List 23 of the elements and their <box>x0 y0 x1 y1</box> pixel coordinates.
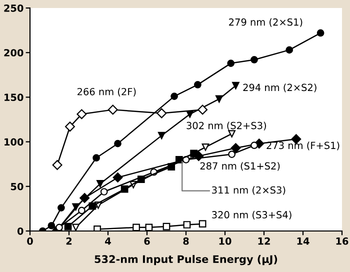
series-label: 320 nm (S3+S4) <box>212 210 292 220</box>
y-tick-label: 200 <box>4 49 24 56</box>
x-axis-title: 532-nm Input Pulse Energy (μJ) <box>94 254 278 266</box>
y-tick-label: 0 <box>17 227 24 235</box>
series-label: 294 nm (2×S2) <box>243 84 316 92</box>
y-tick-label: 150 <box>4 94 24 102</box>
x-tick-label: 0 <box>27 237 33 245</box>
text: 311 nm (2×S3) <box>212 186 286 195</box>
series-label: 279 nm (2×S1) <box>229 18 302 27</box>
series-label: 266 nm (2F) <box>78 88 136 96</box>
x-tick-label: 12 <box>258 237 270 245</box>
x-tick-label: 6 <box>144 237 150 245</box>
x-tick-label: 14 <box>297 238 310 245</box>
y-tick-label: 50 <box>10 182 24 190</box>
y-tick-label: 100 <box>4 138 24 146</box>
series-label: 302 nm (S2+S3) <box>186 122 266 130</box>
x-tick-label: 2 <box>66 237 72 245</box>
x-tick-label: 4 <box>105 238 111 245</box>
x-tick-label: 16 <box>336 237 348 245</box>
y-tick-label: 250 <box>4 4 24 12</box>
x-tick-label: 8 <box>183 237 189 245</box>
x-tick-label: 10 <box>219 237 232 245</box>
series-label: 287 nm (S1+S2) <box>200 162 280 171</box>
